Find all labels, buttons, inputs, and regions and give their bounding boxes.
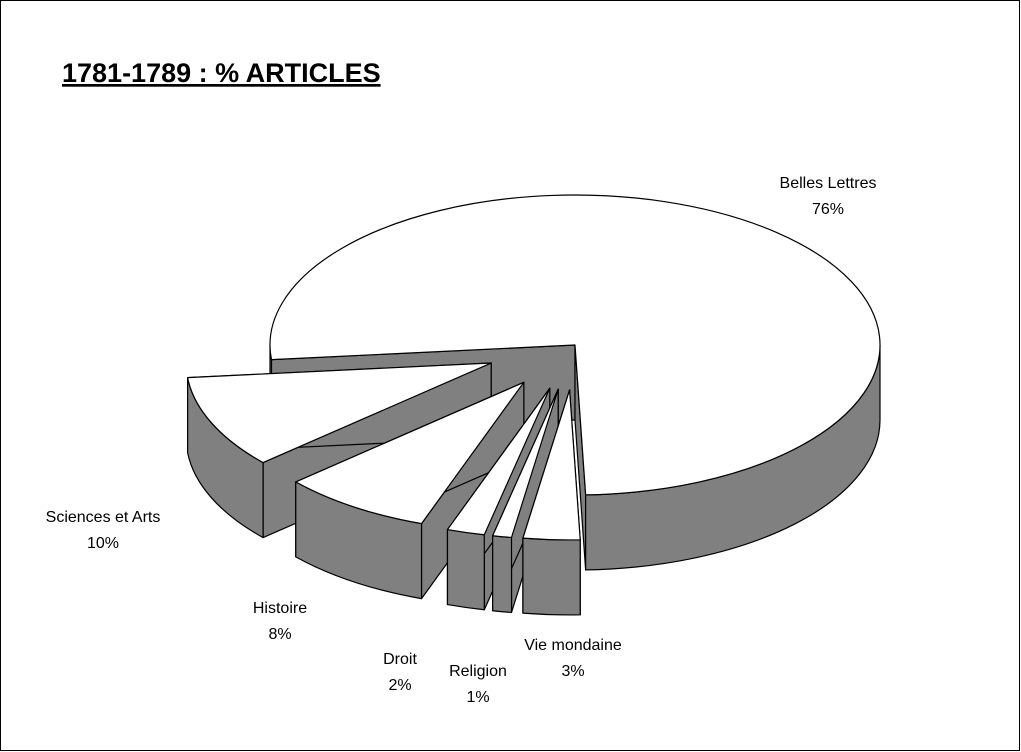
value-label: 10% <box>87 535 119 552</box>
value-label: 2% <box>388 677 411 694</box>
slice <box>446 387 551 536</box>
slice <box>187 362 492 464</box>
slice-side <box>446 528 485 611</box>
chart-title: 1781-1789 : % ARTICLES <box>62 58 381 88</box>
value-label: 8% <box>268 626 291 643</box>
category-label: Histoire <box>253 600 307 617</box>
value-label: 1% <box>466 689 489 706</box>
category-label: Religion <box>449 663 507 680</box>
slice <box>492 388 559 539</box>
slice <box>295 381 525 525</box>
slice <box>522 389 581 541</box>
category-label: Sciences et Arts <box>46 509 161 526</box>
slice <box>269 194 881 496</box>
value-label: 3% <box>561 663 584 680</box>
slices <box>187 194 881 616</box>
category-label: Droit <box>383 651 417 668</box>
slice-side <box>492 535 513 614</box>
category-label: Belles Lettres <box>780 175 877 192</box>
value-label: 76% <box>812 201 844 218</box>
slice-side <box>522 537 581 616</box>
category-label: Vie mondaine <box>524 637 622 654</box>
